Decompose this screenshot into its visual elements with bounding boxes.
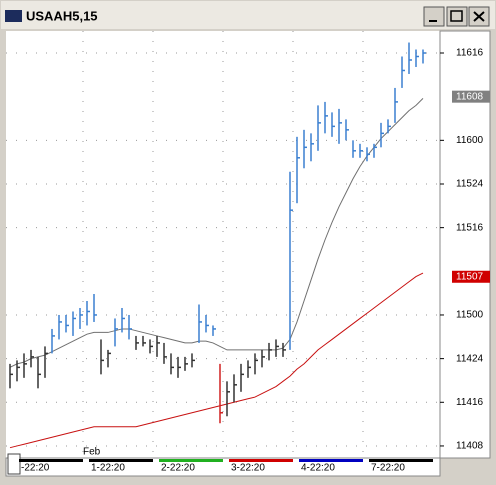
title-bar xyxy=(1,1,495,29)
minimize-button[interactable] xyxy=(423,6,445,27)
x-tick-label: -22:20 xyxy=(21,463,50,474)
x-tick-label: 1-22:20 xyxy=(91,463,125,474)
moving-average xyxy=(9,272,424,449)
price-marker xyxy=(452,90,490,103)
x-tick-label: 7-22:20 xyxy=(371,463,405,474)
y-tick-label: 11424 xyxy=(456,353,484,364)
x-tick-label: 4-22:20 xyxy=(301,463,335,474)
x-tick-label: 3-22:20 xyxy=(231,463,265,474)
axis-box[interactable] xyxy=(7,453,21,475)
session-bar xyxy=(369,459,433,462)
close-button[interactable] xyxy=(468,6,490,27)
y-tick-label: 11616 xyxy=(456,48,484,59)
maximize-button[interactable] xyxy=(446,6,468,27)
app-icon xyxy=(5,10,22,22)
time-axis xyxy=(5,457,441,477)
y-tick-label: 11408 xyxy=(456,441,484,452)
plot-area xyxy=(6,31,440,458)
y-tick-label: 11524 xyxy=(456,179,484,190)
price-marker-label: 11507 xyxy=(456,271,484,282)
y-tick-label: 11516 xyxy=(456,222,484,233)
session-bar xyxy=(299,459,363,462)
y-tick-label: 11600 xyxy=(456,135,484,146)
y-tick-label: 11500 xyxy=(456,310,484,321)
moving-average xyxy=(9,98,424,368)
session-bar xyxy=(159,459,223,462)
session-bar xyxy=(229,459,293,462)
price-marker-label: 11608 xyxy=(456,91,484,102)
month-label: Feb xyxy=(83,447,101,458)
x-tick-label: 2-22:20 xyxy=(161,463,195,474)
price-marker xyxy=(452,270,490,283)
window-title: USAAH5,15 xyxy=(26,8,98,23)
y-tick-label: 11416 xyxy=(456,397,484,408)
session-bar xyxy=(89,459,153,462)
session-bar xyxy=(19,459,83,462)
